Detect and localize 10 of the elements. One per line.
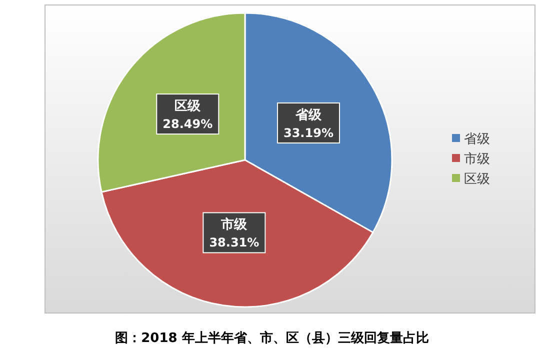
legend-label: 市级 [464, 152, 490, 167]
data-label: 33.19% [284, 126, 334, 140]
data-label: 28.49% [162, 117, 213, 132]
legend-label: 区级 [464, 172, 490, 187]
data-label: 38.31% [209, 236, 260, 250]
slice-label: 省级 [294, 108, 322, 123]
slice-label: 区级 [174, 99, 202, 114]
slice-label: 市级 [220, 216, 248, 233]
legend-label: 省级 [464, 132, 490, 147]
text: 图：2018 年上半年省、市、区（县）三级回复量占比 [115, 330, 429, 346]
